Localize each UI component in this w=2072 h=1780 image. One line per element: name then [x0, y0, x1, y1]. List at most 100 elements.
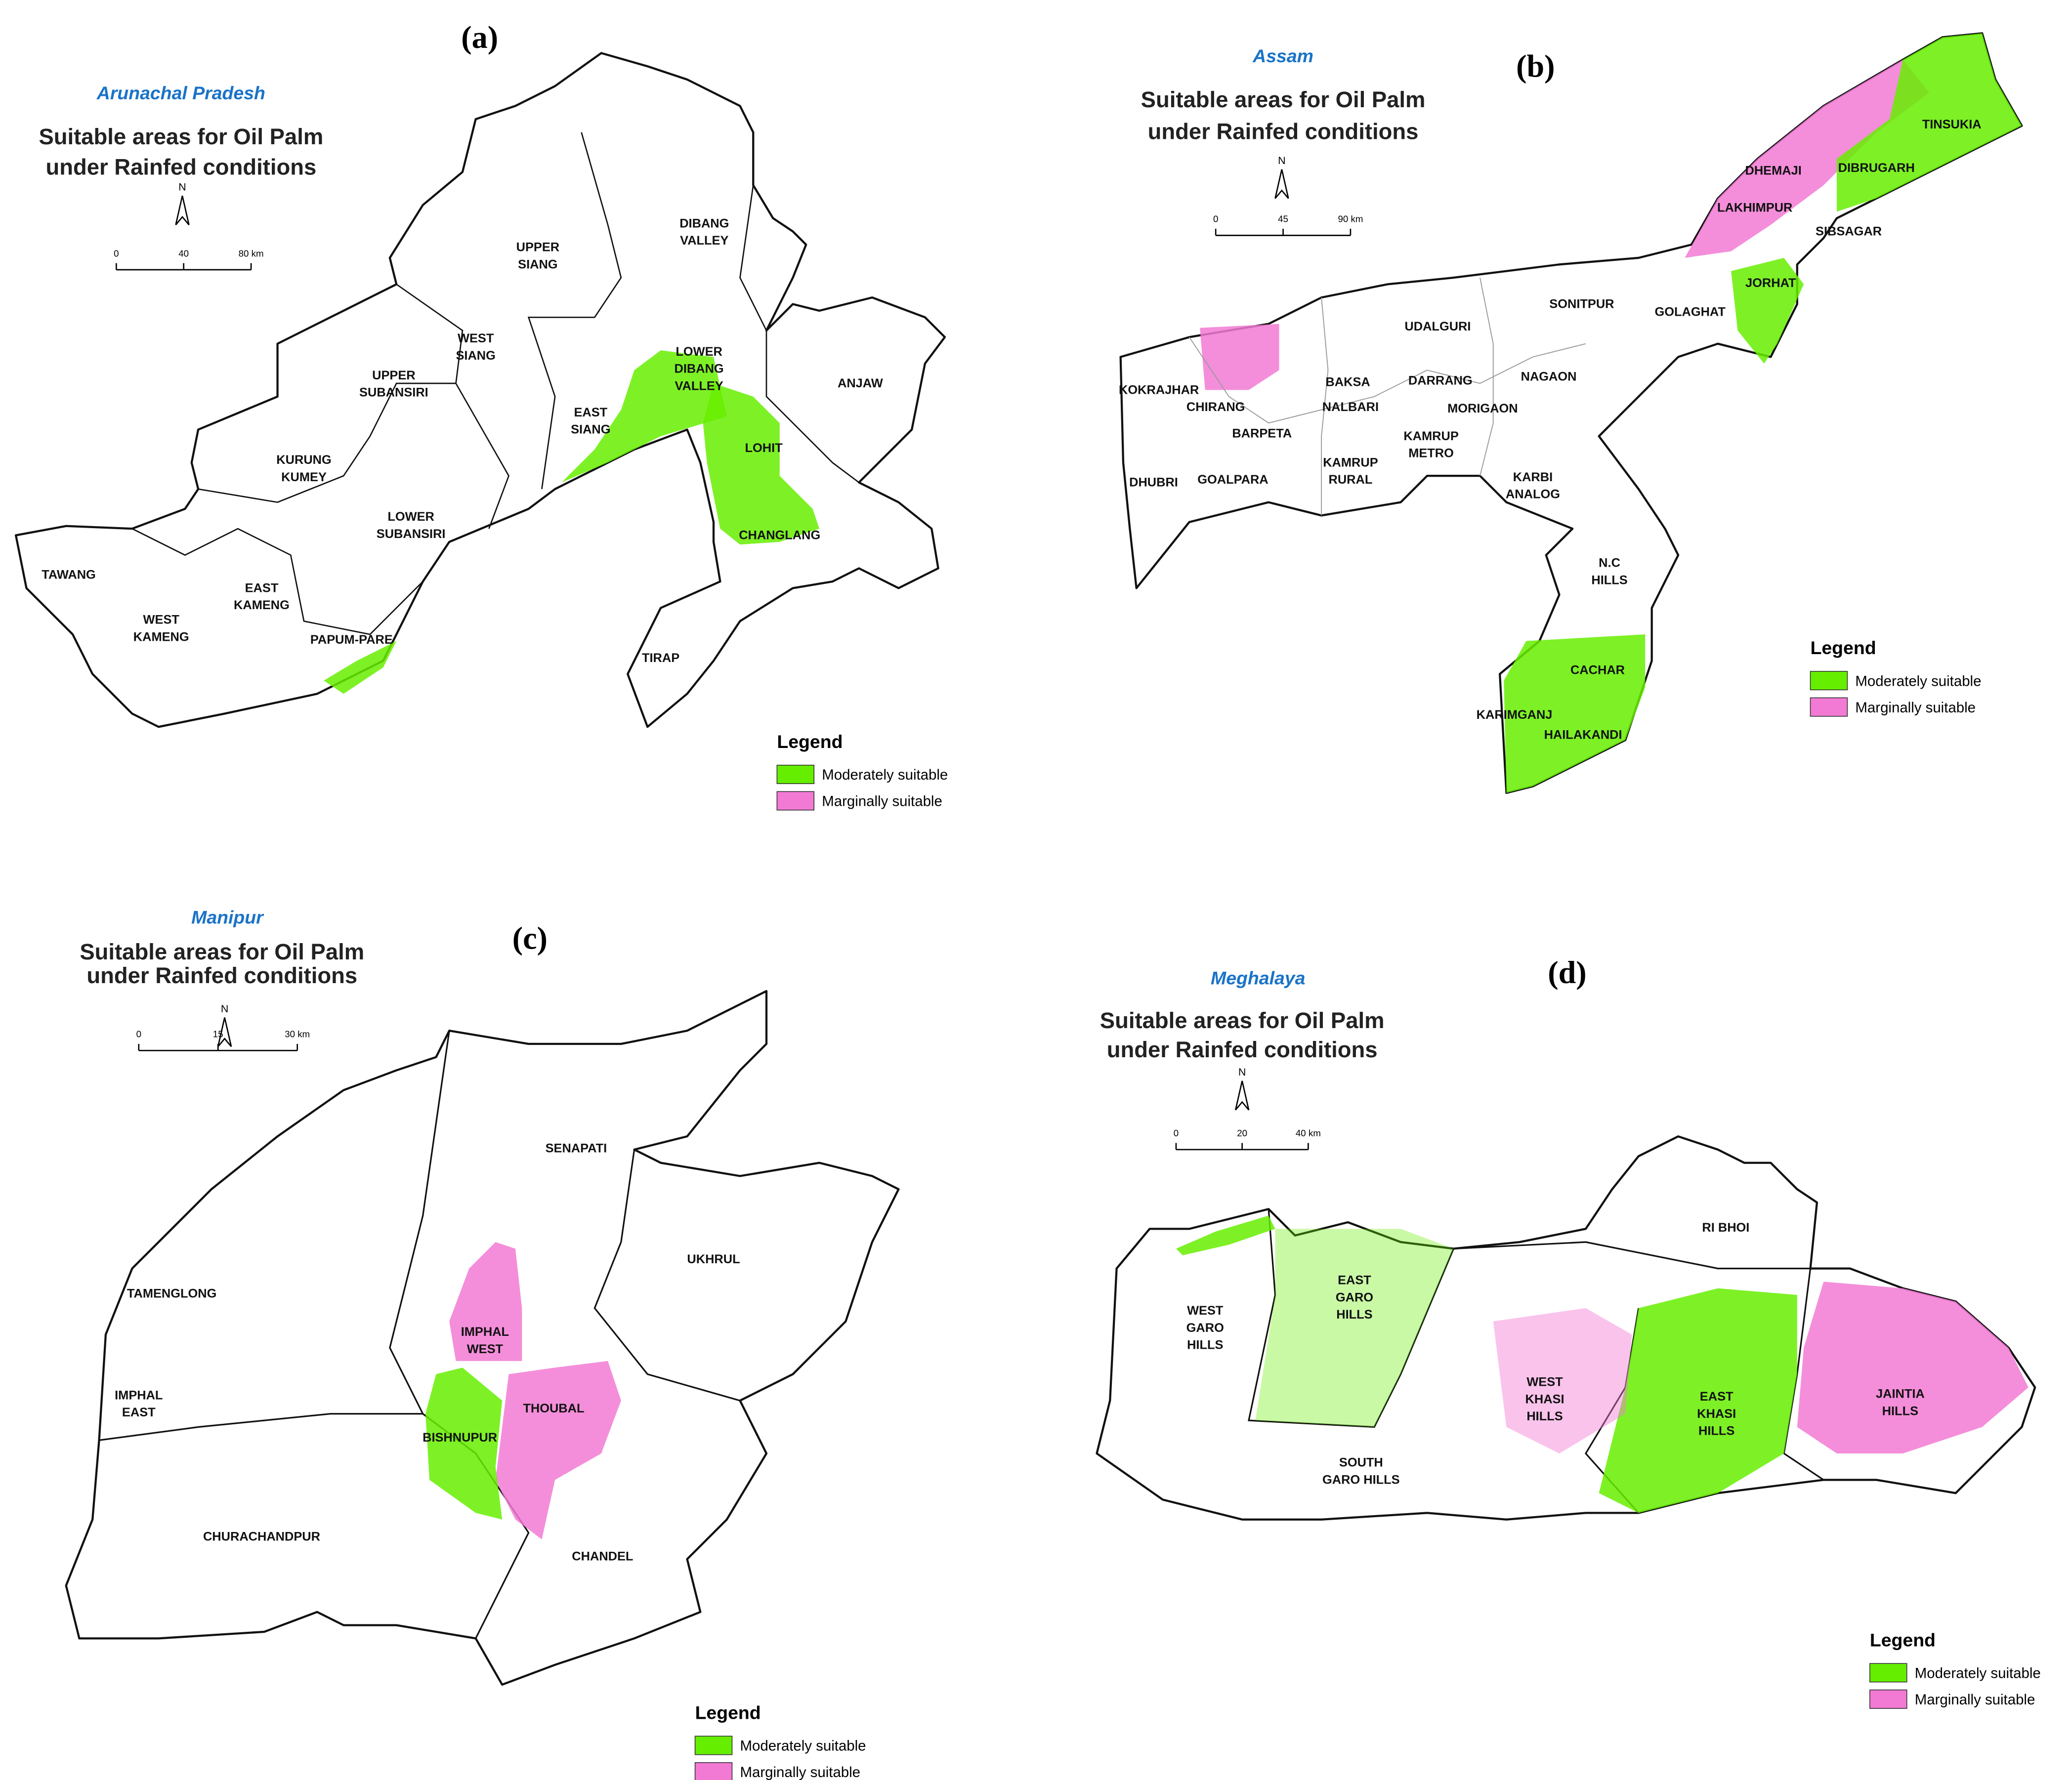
district-label: EAST — [1700, 1390, 1734, 1404]
district-boundary — [1453, 1241, 1811, 1270]
district-label: GARO HILLS — [1322, 1473, 1400, 1487]
district-boundary — [1188, 336, 1586, 424]
state-name: Manipur — [191, 907, 264, 928]
district-label: TAWANG — [42, 568, 96, 582]
suitable-area — [1731, 257, 1804, 364]
legend-label: Marginally suitable — [1855, 700, 1976, 716]
district-label: KAMRUP — [1403, 429, 1458, 443]
district-label: SENAPATI — [546, 1141, 607, 1155]
district-label: LOHIT — [745, 441, 783, 455]
suitable-area — [561, 350, 727, 483]
legend-swatch — [1869, 1689, 1907, 1709]
map-title: Suitable areas for Oil Palm — [1141, 87, 1426, 112]
district-label: HILLS — [1591, 573, 1627, 587]
district-label: CHANGLANG — [739, 529, 820, 542]
scale-label: 0 — [1174, 1128, 1179, 1138]
district-label: HILLS — [1698, 1424, 1734, 1438]
district-label: JAINTIA — [1876, 1387, 1925, 1401]
district-label: NALBARI — [1322, 400, 1379, 414]
north-label: N — [1238, 1066, 1246, 1078]
district-label: UKHRUL — [687, 1252, 740, 1266]
map-title: Suitable areas for Oil Palm — [80, 939, 364, 964]
district-label: HAILAKANDI — [1544, 728, 1622, 742]
district-label: SIANG — [571, 423, 610, 437]
district-label: KARIMGANJ — [1477, 708, 1553, 722]
north-arrow — [1234, 1080, 1250, 1111]
district-boundary — [1321, 297, 1329, 516]
district-label: WEST — [1526, 1375, 1563, 1389]
district-label: SIANG — [518, 257, 557, 271]
district-boundary — [198, 382, 456, 503]
scale-label: 45 — [1278, 214, 1288, 224]
map-assam — [1119, 32, 2023, 794]
map-arunachal — [14, 52, 946, 728]
legend-label: Moderately suitable — [740, 1738, 866, 1754]
legend-swatch — [1810, 671, 1848, 691]
marginal-area — [1685, 59, 1930, 258]
scale-label: 0 — [114, 248, 119, 258]
suitable-area — [1599, 1288, 1797, 1513]
legend-swatch — [1810, 697, 1848, 717]
state-outline — [14, 52, 946, 728]
district-label: SIBSAGAR — [1816, 224, 1882, 238]
map-meghalaya — [1096, 1135, 2036, 1521]
marginal-area — [1797, 1282, 2029, 1454]
suitable-area — [425, 1367, 503, 1520]
district-label: GARO — [1186, 1321, 1224, 1335]
district-label: KARBI — [1513, 470, 1553, 484]
annotations: (a) Arunachal Pradesh Suitable areas for O… — [39, 20, 2041, 1780]
district-label: ANJAW — [838, 376, 883, 390]
district-label: ANALOG — [1506, 488, 1560, 501]
legend-title: Legend — [1811, 637, 1876, 658]
district-label: BISHNUPUR — [423, 1431, 497, 1445]
district-label: HILLS — [1187, 1338, 1223, 1352]
district-label: SONITPUR — [1549, 297, 1614, 311]
district-label: CHANDEL — [572, 1550, 633, 1564]
legend-title: Legend — [1870, 1629, 1936, 1650]
north-arrow — [175, 195, 190, 225]
legend-label: Marginally suitable — [822, 793, 942, 810]
suitable-area — [324, 641, 397, 694]
district-label: RI BHOI — [1702, 1221, 1749, 1235]
legend-swatch — [694, 1736, 733, 1755]
legend-swatch — [776, 764, 815, 785]
marginal-area — [495, 1361, 621, 1539]
scale-label: 30 km — [285, 1029, 310, 1039]
district-boundary — [527, 132, 622, 490]
district-label: HILLS — [1336, 1308, 1372, 1322]
legend-swatch — [776, 791, 815, 811]
district-label: JORHAT — [1745, 276, 1796, 290]
district-label: GOLAGHAT — [1654, 305, 1726, 319]
district-label: GARO — [1336, 1290, 1373, 1304]
district-boundary — [1248, 1209, 1454, 1428]
district-label: WEST — [1187, 1304, 1224, 1318]
map-title: under Rainfed conditions — [86, 963, 357, 988]
district-label: DARRANG — [1408, 374, 1473, 388]
district-label: DHEMAJI — [1745, 164, 1802, 177]
legend-label: Moderately suitable — [1915, 1665, 2041, 1682]
district-label: KAMRUP — [1323, 455, 1378, 469]
district-boundary — [99, 1413, 530, 1639]
legend-label: Moderately suitable — [822, 767, 948, 783]
legend-swatch — [694, 1762, 733, 1780]
marginal-area — [1493, 1308, 1632, 1454]
state-name: Meghalaya — [1211, 968, 1305, 989]
district-label: DHUBRI — [1129, 476, 1178, 490]
district-label: UPPER — [372, 369, 415, 382]
panel-label: (b) — [1516, 49, 1555, 84]
district-label: EAST — [245, 581, 279, 595]
district-label: LOWER — [387, 510, 434, 524]
map-title: under Rainfed conditions — [45, 154, 316, 179]
district-label: TAMENGLONG — [127, 1286, 216, 1300]
state-name: Arunachal Pradesh — [96, 83, 265, 103]
district-label: KAMENG — [133, 630, 189, 644]
panel-label: (d) — [1548, 955, 1586, 990]
district-label: TINSUKIA — [1922, 118, 1982, 131]
north-label: N — [221, 1003, 228, 1015]
district-label: NAGAON — [1521, 370, 1577, 384]
suitable-area — [1255, 1229, 1454, 1427]
district-label: KUMEY — [281, 470, 327, 484]
district-label: N.C — [1599, 556, 1620, 570]
district-boundary — [1480, 277, 1494, 476]
